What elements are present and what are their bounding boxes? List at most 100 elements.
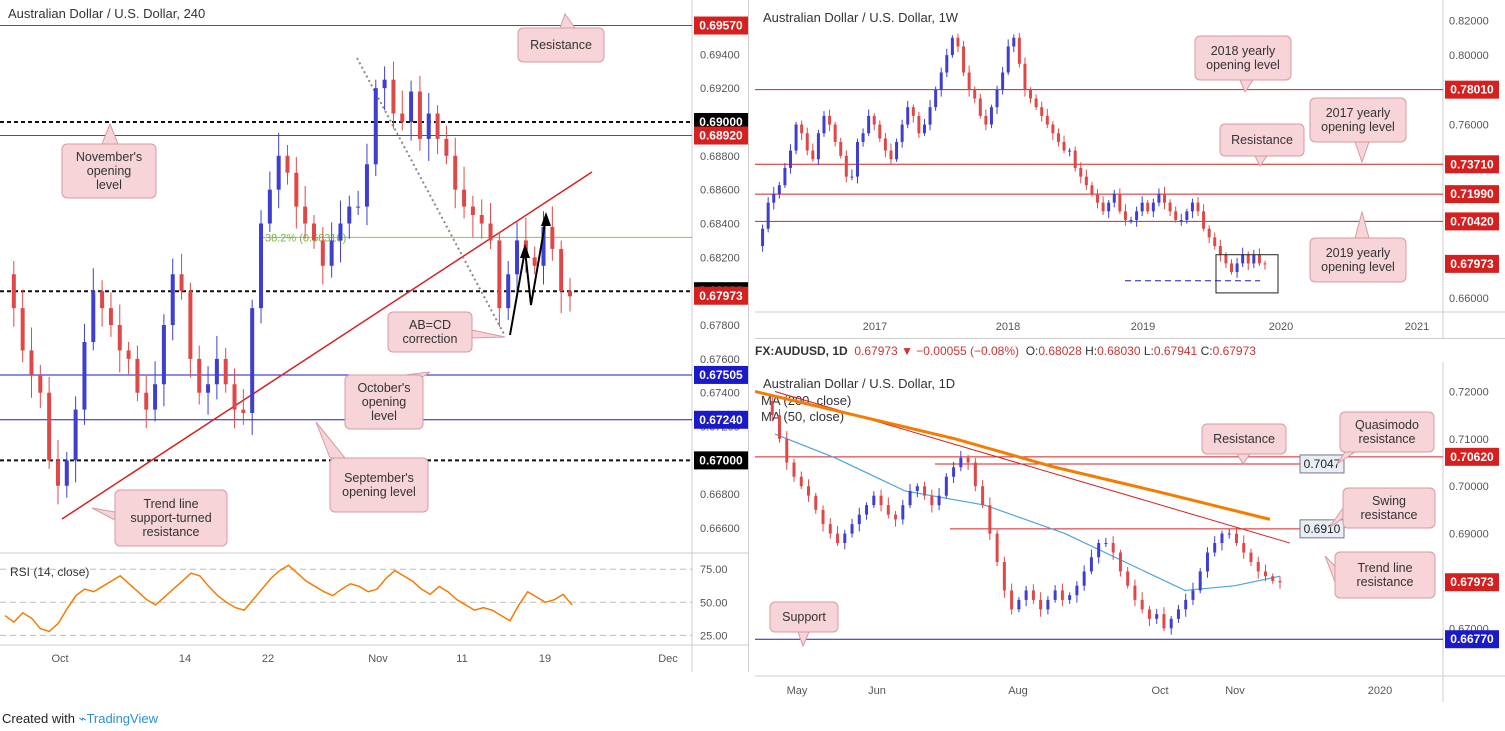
weekly-price-tag-bg [1445,254,1499,273]
candle-body [792,462,796,477]
candle-body [409,91,414,122]
candle-body [799,476,803,487]
candle-body [1012,37,1016,47]
candle-body [1207,228,1211,238]
left-chart-svg[interactable]: 0.69400 0.69200 0.68800 0.68600 0.68400 0.682… [0,0,748,672]
weekly-price-tag: 0.73710 [1450,157,1494,171]
ann-weekly-resistance: Resistance [1231,133,1293,147]
ab-cd-dotted-line [356,57,506,337]
candle-body [294,172,299,207]
candle-body [462,189,467,207]
candle-body [497,240,502,309]
left-y-tick: 0.68400 [700,219,740,231]
candle-body [821,509,825,525]
candle-body [1017,599,1021,610]
candle-body [952,467,956,477]
candle-body [1271,576,1275,581]
candle-body [1046,599,1050,610]
candle-body [973,89,977,99]
left-y-tick: 0.68200 [700,252,740,264]
candle-body [311,223,316,241]
weekly-chart-svg[interactable]: 0.82000 0.80000 0.76000 0.66000 0.78010 0.737… [755,0,1505,338]
candle-body [453,155,458,190]
ann-2019-open-box [1309,237,1407,283]
ma50-line [774,433,1281,592]
candle-body [766,202,770,229]
candle-body [857,514,861,525]
ann-daily-trendline: Trend line resistance [1357,561,1414,589]
weekly-price-tag: 0.71990 [1450,187,1494,201]
candle-body [232,384,237,410]
daily-chart-title: Australian Dollar / U.S. Dollar, 1D [763,376,956,391]
left-price-tag-bg [694,286,748,305]
candle-body [878,124,882,139]
candle-body [1220,533,1224,544]
left-y-tick: 0.68600 [700,185,740,197]
candle-body [1082,571,1086,586]
candle-body [179,274,184,292]
footer-credit[interactable]: Created with ⌁TradingView [2,711,158,726]
candle-body [568,291,572,297]
weekly-price-tag: 0.70420 [1450,214,1494,228]
ann-quasimodo: Quasimodo resistance [1355,418,1419,446]
candle-body [356,206,361,208]
daily-y-tick: 0.69000 [1449,529,1489,541]
candle-body [20,308,25,351]
candle-body [1242,543,1246,553]
candle-body [38,375,43,393]
candle-body [908,490,912,506]
candle-body [828,524,832,534]
rsi-title: RSI (14, close) [10,565,89,579]
candle-body [426,113,431,139]
candle-body [1062,141,1066,151]
ann-october-open: October's opening level [357,381,410,423]
candle-body [417,91,422,139]
candle-body [785,438,789,463]
ann-2018-open-box [1194,35,1292,81]
left-price-tag: 0.67505 [699,368,743,382]
candle-body [950,37,954,56]
candle-body [1118,193,1122,212]
daily-y-tick: 0.72000 [1449,386,1489,398]
candle-body [1034,98,1038,108]
candle-body [886,505,890,515]
left-price-tag-bg [694,410,748,429]
candle-body [865,505,869,515]
daily-grey-tag: 0.7047 [1304,457,1341,471]
candle-body [329,240,334,266]
weekly-chart-panel: Australian Dollar / U.S. Dollar, 1W 0.82… [755,0,1505,339]
candle-body [1045,115,1049,125]
weekly-x-tick: 2021 [1405,321,1429,333]
daily-x-tick: 2020 [1368,685,1392,697]
candle-body [1104,543,1108,545]
left-price-tag-bg [694,451,748,470]
candle-body [73,409,78,461]
ann-daily-trendline-pointer [1324,555,1336,583]
candle-body [1039,599,1043,610]
candle-body [1056,133,1060,142]
candle-body [967,72,971,90]
candle-body [995,533,999,562]
candle-body [807,486,811,496]
candle-body [770,400,774,416]
rsi-line [4,564,573,633]
candle-body [978,98,982,116]
candle-body [1031,590,1035,600]
left-y-tick: 0.68800 [700,151,740,163]
candle-body [259,223,264,309]
candle-body [901,505,905,520]
candle-body [11,274,16,309]
weekly-price-tag-bg [1445,80,1499,99]
ann-swing: Swing resistance [1361,494,1418,522]
weekly-price-tag: 0.67973 [1450,257,1494,271]
candle-body [1179,220,1183,222]
ann-september-open: September's opening level [342,471,416,499]
candle-body [1010,590,1014,610]
left-price-tag: 0.69570 [699,19,743,33]
ann-trendline-box [114,489,228,547]
candle-body [1089,557,1093,572]
ann-support: Support [782,610,826,624]
candle-body [1090,185,1094,194]
daily-chart-svg[interactable]: 0.720000.710000.700000.690000.670000.706… [755,342,1505,702]
candle-body [1224,254,1228,264]
